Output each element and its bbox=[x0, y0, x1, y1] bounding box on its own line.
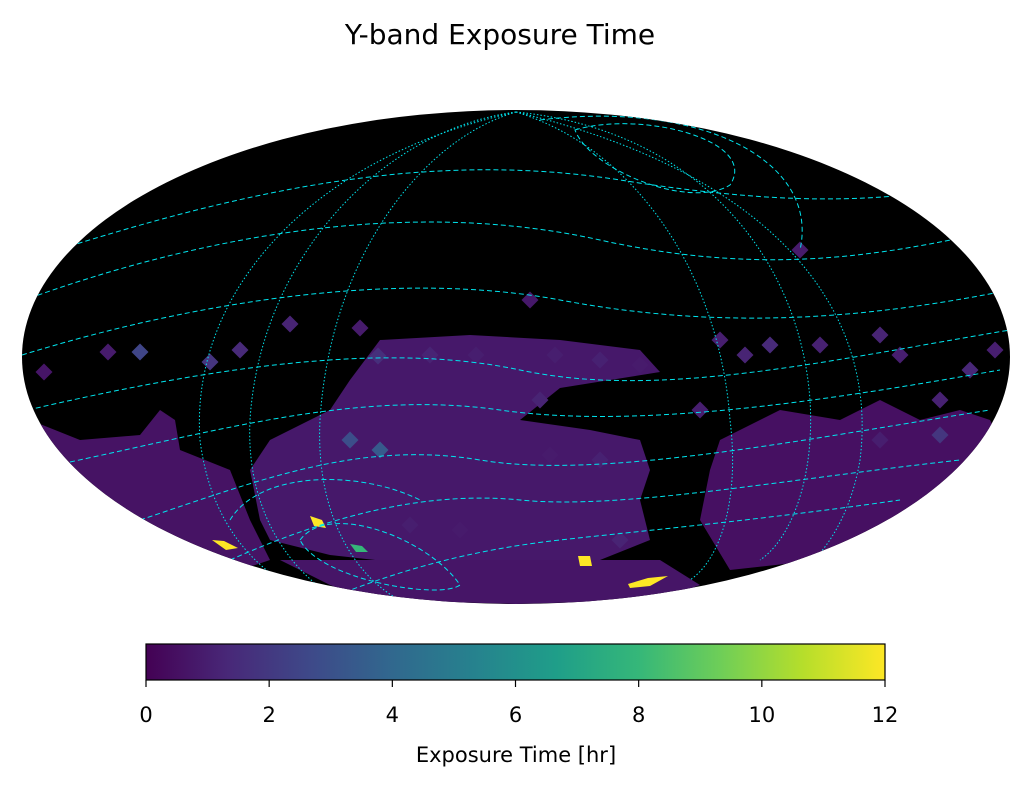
coverage-patch bbox=[986, 341, 1004, 359]
dashed-grid-line bbox=[539, 115, 803, 251]
coverage-region-center bbox=[250, 335, 660, 570]
sky-map bbox=[22, 110, 1010, 604]
coverage-patch bbox=[691, 401, 709, 419]
coverage-patch bbox=[201, 353, 219, 371]
colorbar-tick-label: 0 bbox=[139, 703, 152, 727]
coverage-patch bbox=[891, 346, 909, 364]
dotted-meridian bbox=[515, 111, 734, 581]
coverage-patch bbox=[351, 319, 369, 337]
coverage-region-east bbox=[700, 400, 1000, 570]
dashed-grid-line bbox=[229, 479, 421, 521]
coverage-patch bbox=[736, 346, 754, 364]
coverage-patch bbox=[591, 351, 609, 369]
dotted-meridian bbox=[198, 111, 517, 581]
coverage-patch bbox=[761, 336, 779, 354]
deep-field-spot bbox=[578, 556, 592, 566]
dashed-grid-line bbox=[329, 499, 901, 599]
coverage-patch bbox=[231, 341, 249, 359]
coverage-patch bbox=[791, 241, 809, 259]
colorbar-tick-label: 10 bbox=[748, 703, 775, 727]
coverage-patch bbox=[281, 315, 299, 333]
deep-field-spot bbox=[212, 540, 238, 550]
colorbar-tick-label: 2 bbox=[262, 703, 275, 727]
grid-layer bbox=[22, 111, 1010, 601]
coverage-patch bbox=[401, 516, 419, 534]
dotted-meridian bbox=[249, 111, 517, 601]
colorbar-bar bbox=[145, 643, 886, 681]
coverage-patch bbox=[611, 531, 629, 549]
coverage-patch bbox=[931, 391, 949, 409]
coverage-patch bbox=[546, 346, 564, 364]
coverage-patch bbox=[501, 401, 519, 419]
coverage-patch bbox=[711, 331, 729, 349]
coverage-patch bbox=[871, 431, 889, 449]
dashed-grid-line bbox=[69, 369, 1001, 463]
coverage-patch bbox=[521, 291, 539, 309]
coverage-patch bbox=[341, 431, 359, 449]
colorbar: 0 2 4 6 8 10 12 Exposure Time [hr] bbox=[139, 643, 898, 767]
dashed-grid-line bbox=[229, 459, 961, 561]
coverage-patch bbox=[369, 347, 387, 365]
coverage-patch bbox=[871, 326, 889, 344]
coverage-region-south bbox=[280, 560, 700, 604]
colorbar-tick-label: 4 bbox=[386, 703, 399, 727]
colorbar-label: Exposure Time [hr] bbox=[416, 743, 616, 767]
coverage-patch bbox=[931, 426, 949, 444]
coverage-patch bbox=[467, 346, 485, 364]
coverage-patch bbox=[541, 446, 559, 464]
coverage-layer bbox=[30, 241, 1004, 604]
colorbar-tick-label: 6 bbox=[509, 703, 522, 727]
deep-field-spot bbox=[350, 544, 368, 552]
dashed-grid-line bbox=[29, 221, 1001, 299]
dashed-grid-loop bbox=[574, 123, 736, 194]
coverage-patch bbox=[451, 521, 469, 539]
dashed-grid-line bbox=[27, 329, 1010, 411]
coverage-patch bbox=[491, 531, 509, 549]
chart-title: Y-band Exposure Time bbox=[344, 18, 655, 51]
dotted-meridian bbox=[515, 111, 812, 561]
deep-field-spot bbox=[628, 576, 668, 588]
coverage-patch bbox=[531, 391, 549, 409]
coverage-region-west bbox=[30, 410, 270, 570]
coverage-patch bbox=[371, 441, 389, 459]
dashed-grid-line bbox=[22, 287, 1010, 356]
coverage-patch bbox=[99, 343, 117, 361]
dotted-meridian bbox=[515, 111, 863, 571]
coverage-patch bbox=[131, 343, 149, 361]
coverage-patch bbox=[811, 336, 829, 354]
colorbar-tick-label: 12 bbox=[872, 703, 899, 727]
colorbar-ticks: 0 2 4 6 8 10 12 bbox=[139, 680, 898, 727]
colorbar-tick-label: 8 bbox=[632, 703, 645, 727]
coverage-patch bbox=[631, 356, 649, 374]
